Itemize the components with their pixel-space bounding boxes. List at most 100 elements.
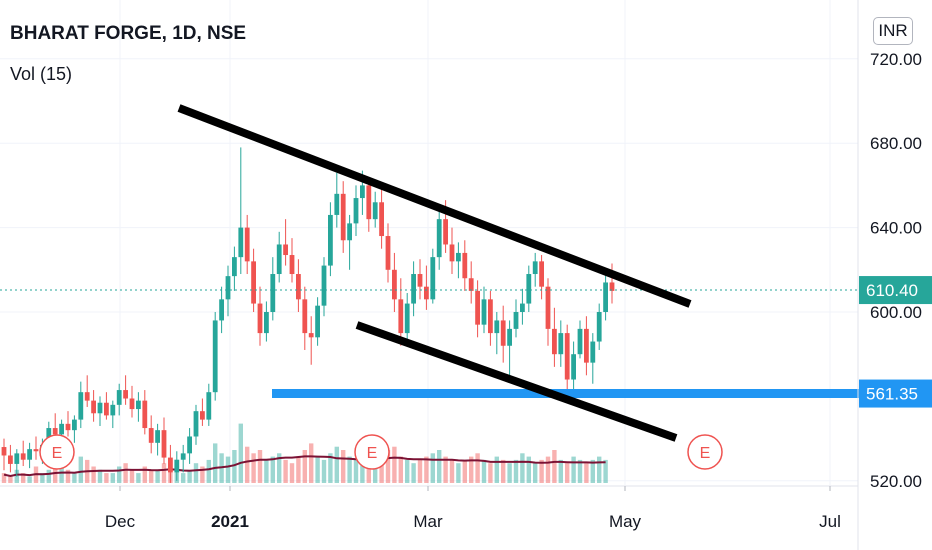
candle-body — [78, 392, 84, 420]
volume-bar — [213, 443, 218, 483]
volume-bar — [533, 463, 538, 483]
candle-body — [302, 299, 308, 334]
earnings-marker[interactable]: E — [39, 434, 75, 470]
volume-bar — [181, 473, 186, 483]
candle-body — [404, 303, 410, 334]
last-price-tag: 610.40 — [859, 276, 932, 305]
y-tick-label: 640.00 — [870, 219, 922, 238]
candle-body — [353, 198, 359, 224]
candle-body — [500, 320, 506, 346]
volume-bar — [392, 446, 397, 483]
lower-trend-line[interactable] — [355, 321, 678, 442]
candle-body — [110, 404, 116, 416]
candle-body — [123, 390, 128, 399]
candle-body — [225, 276, 231, 300]
earnings-marker[interactable]: E — [687, 434, 723, 470]
volume-bar — [347, 456, 352, 483]
candle-body — [84, 392, 90, 401]
volume-bar — [520, 453, 525, 483]
candle-body — [20, 453, 26, 460]
candle-body — [219, 299, 224, 321]
candle-body — [168, 457, 173, 473]
earnings-label: E — [52, 445, 63, 462]
candle-body — [366, 185, 372, 220]
candle-body — [148, 428, 154, 443]
candle-body — [590, 341, 596, 363]
candle-body — [603, 282, 608, 312]
candle-body — [52, 428, 58, 435]
volume-bar — [302, 450, 307, 483]
candle-body — [1, 447, 7, 456]
candle-body — [417, 274, 423, 287]
volume-bar — [206, 459, 211, 483]
earnings-circle — [687, 434, 723, 470]
last-price-tag-bg — [859, 276, 932, 305]
candle-body — [257, 303, 263, 334]
candle-body — [398, 299, 404, 334]
candlesticks — [1, 147, 615, 483]
earnings-marker[interactable]: E — [354, 434, 390, 470]
candle-body — [187, 436, 192, 454]
candle-body — [596, 312, 602, 342]
support-price-tag-text: 561.35 — [866, 385, 918, 404]
volume-bar — [78, 456, 83, 483]
candle-body — [468, 278, 474, 291]
candle-body — [392, 269, 397, 300]
candle-body — [513, 312, 519, 329]
candle-body — [155, 430, 160, 443]
candle-body — [206, 392, 212, 420]
upper-trend-line[interactable] — [177, 104, 692, 308]
volume-bar — [104, 473, 109, 483]
volume-bar — [129, 469, 135, 483]
volume-bar — [1, 473, 7, 483]
volume-bar — [270, 456, 275, 483]
volume-bar — [97, 469, 103, 483]
volume-bar — [552, 450, 557, 483]
volume-bar — [603, 459, 608, 483]
candle-body — [584, 328, 589, 363]
candle-body — [161, 430, 167, 458]
candle-body — [308, 333, 314, 338]
volume-bar — [456, 463, 461, 483]
candle-body — [328, 214, 333, 266]
candle-body — [238, 227, 244, 258]
volume-bar — [309, 443, 314, 483]
candle-body — [532, 261, 538, 275]
candle-body — [276, 244, 282, 275]
volume-bars — [1, 423, 608, 483]
candle-body — [539, 261, 544, 287]
volume-bar — [417, 459, 423, 483]
candle-body — [33, 449, 39, 452]
y-tick-label: 520.00 — [870, 472, 922, 491]
candle-body — [577, 328, 583, 355]
indicator-label: Vol (15) — [10, 64, 73, 84]
volume-bar — [481, 459, 487, 483]
volume-bar — [366, 456, 371, 483]
candle-body — [360, 185, 365, 199]
volume-bar — [245, 446, 250, 483]
candle-body — [8, 455, 13, 464]
volume-bar — [72, 473, 77, 483]
volume-bar — [65, 469, 71, 483]
y-tick-label: 720.00 — [870, 50, 922, 69]
candle-body — [91, 400, 96, 414]
candle-body — [116, 390, 122, 405]
earnings-circle — [39, 434, 75, 470]
candle-body — [411, 274, 416, 304]
volume-bar — [597, 456, 602, 483]
candle-body — [65, 423, 71, 431]
volume-bar — [526, 456, 531, 483]
candle-body — [104, 402, 109, 416]
currency-button[interactable]: INR — [873, 17, 913, 45]
candle-body — [180, 453, 186, 460]
candle-body — [552, 328, 557, 355]
volume-bar — [571, 456, 576, 483]
candle-body — [609, 282, 615, 291]
volume-bar — [296, 456, 301, 483]
volume-bar — [91, 466, 96, 483]
candle-body — [558, 333, 564, 355]
grid-lines — [0, 0, 858, 485]
volume-bar — [577, 459, 583, 483]
